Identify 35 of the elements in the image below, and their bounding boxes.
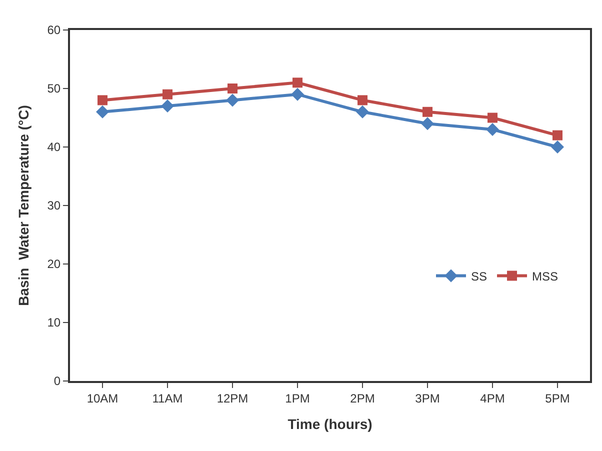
- y-tick-label: 20: [47, 257, 61, 272]
- point: [421, 117, 434, 130]
- point: [486, 122, 499, 136]
- point: [96, 105, 109, 118]
- point: [356, 105, 369, 118]
- point: [161, 100, 174, 113]
- point: [551, 140, 564, 154]
- point: [228, 84, 238, 94]
- x-tick-label: 11AM: [152, 391, 183, 406]
- legend-label: SS: [471, 269, 488, 284]
- y-tick-label: 50: [47, 82, 61, 96]
- y-tick-label: 10: [47, 316, 61, 330]
- x-tick-label: 3PM: [415, 391, 440, 406]
- x-tick-label: 4PM: [480, 391, 505, 406]
- point: [291, 88, 304, 101]
- x-tick-label: 2PM: [350, 391, 375, 406]
- x-tick-label: 1PM: [285, 391, 310, 406]
- point: [422, 106, 432, 117]
- x-tick-label: 12PM: [216, 391, 248, 406]
- point: [98, 95, 108, 106]
- point: [488, 112, 498, 123]
- y-axis-title: Basin Water Temperature (°C): [15, 105, 32, 306]
- y-tick-label: 60: [47, 23, 61, 38]
- x-tick-label: 10AM: [86, 391, 118, 406]
- point: [226, 94, 239, 107]
- x-tick-label: 5PM: [545, 391, 570, 406]
- point: [292, 78, 302, 88]
- y-tick-label: 30: [47, 198, 61, 213]
- x-axis-title: Time (hours): [288, 416, 372, 432]
- point: [358, 95, 368, 106]
- y-tick-label: 0: [54, 374, 61, 388]
- y-tick-label: 40: [47, 140, 61, 154]
- point: [162, 89, 172, 100]
- point: [552, 130, 562, 140]
- legend-label: MSS: [532, 269, 558, 284]
